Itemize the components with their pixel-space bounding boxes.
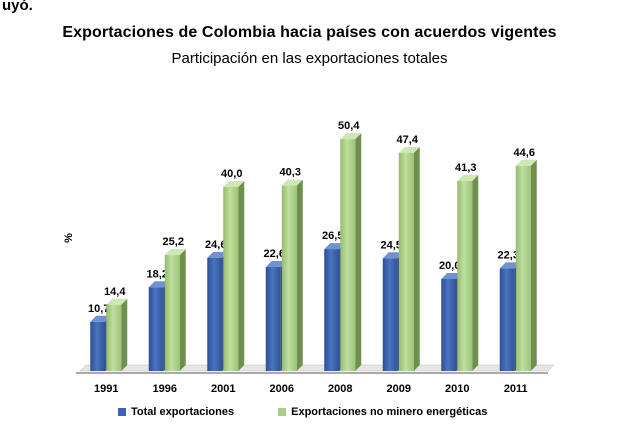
- legend-label-total: Total exportaciones: [131, 406, 235, 418]
- bar-top-no-minero-2009: [398, 146, 420, 153]
- data-label-total-1996: 18,2: [147, 268, 168, 280]
- legend-swatch-no-minero: [278, 408, 287, 416]
- bar-top-no-minero-2010: [457, 175, 479, 182]
- data-label-total-2008: 26,5: [322, 230, 343, 242]
- bar-side-no-minero-1996: [179, 249, 186, 371]
- bar-total-1996: [148, 287, 164, 371]
- bar-total-2010: [441, 279, 457, 371]
- bar-top-total-2010: [441, 273, 463, 279]
- chart-title: Exportaciones de Colombia hacia países c…: [62, 24, 557, 41]
- y-axis-label: %: [63, 233, 75, 243]
- bar-no-minero-2009: [398, 152, 414, 371]
- data-label-no-minero-1996: 25,2: [163, 236, 184, 248]
- bar-total-2009: [382, 258, 398, 371]
- bar-side-no-minero-2006: [296, 179, 303, 371]
- data-label-no-minero-1991: 14,4: [104, 286, 126, 298]
- bar-side-no-minero-1991: [121, 298, 128, 371]
- bar-no-minero-2006: [281, 185, 297, 371]
- bar-top-total-2006: [265, 261, 287, 268]
- x-tick-label-2006: 2006: [270, 383, 294, 395]
- bar-no-minero-2001: [223, 187, 239, 371]
- x-tick-label-2009: 2009: [387, 383, 411, 395]
- bar-no-minero-2008: [340, 139, 356, 371]
- data-label-no-minero-2008: 50,4: [338, 120, 360, 132]
- data-label-no-minero-2009: 47,4: [397, 134, 419, 146]
- chart-subtitle: Participación en las exportaciones total…: [171, 50, 448, 67]
- legend-item-total: Total exportaciones: [118, 406, 234, 418]
- bar-total-2001: [207, 257, 223, 371]
- bar-no-minero-1991: [106, 304, 122, 371]
- bar-top-total-2011: [499, 262, 521, 269]
- x-tick-label-2001: 2001: [211, 383, 235, 395]
- x-tick-label-2008: 2008: [328, 383, 352, 395]
- bar-total-2008: [324, 249, 340, 371]
- cropped-text-fragment: uyó.: [2, 0, 33, 14]
- bar-top-no-minero-1996: [164, 249, 186, 256]
- data-label-total-2006: 22,6: [264, 248, 285, 260]
- bar-top-no-minero-2001: [223, 181, 245, 187]
- legend-item-no-minero: Exportaciones no minero energéticas: [278, 406, 487, 418]
- bar-no-minero-1996: [164, 255, 180, 371]
- bar-top-no-minero-2011: [515, 159, 537, 166]
- data-label-no-minero-2011: 44,6: [514, 147, 535, 159]
- bar-top-total-2008: [324, 243, 346, 250]
- bar-side-no-minero-2009: [413, 146, 420, 371]
- bar-total-2011: [499, 268, 515, 371]
- bar-side-no-minero-2001: [238, 181, 245, 371]
- bar-side-no-minero-2008: [355, 133, 362, 371]
- data-label-total-2010: 20,0: [439, 260, 460, 272]
- data-label-total-2011: 22,3: [498, 249, 519, 261]
- bar-top-total-2001: [207, 251, 229, 258]
- bar-top-no-minero-2006: [281, 179, 303, 186]
- bar-total-1991: [90, 321, 106, 371]
- bar-no-minero-2010: [457, 181, 473, 371]
- bar-top-total-1996: [148, 281, 170, 288]
- data-label-no-minero-2001: 40,0: [221, 168, 242, 180]
- x-tick-label-2010: 2010: [445, 383, 469, 395]
- legend-swatch-total: [118, 408, 126, 416]
- chart-legend: Total exportaciones Exportaciones no min…: [118, 406, 531, 418]
- data-label-no-minero-2010: 41,3: [455, 162, 476, 174]
- data-label-total-1991: 10,7: [88, 303, 109, 315]
- bar-top-total-1991: [90, 315, 112, 322]
- x-tick-label-2011: 2011: [504, 383, 528, 395]
- bar-side-no-minero-2011: [530, 159, 537, 371]
- data-label-total-2001: 24,6: [205, 239, 226, 251]
- bar-top-no-minero-2008: [340, 133, 362, 140]
- x-tick-label-1996: 1996: [153, 383, 177, 395]
- data-label-no-minero-2006: 40,3: [280, 167, 301, 179]
- bar-total-2006: [265, 267, 281, 371]
- bar-top-total-2009: [382, 252, 404, 259]
- bar-side-no-minero-2010: [472, 175, 479, 371]
- data-label-total-2009: 24,5: [381, 239, 402, 251]
- legend-label-no-minero: Exportaciones no minero energéticas: [291, 406, 488, 418]
- x-tick-label-1991: 1991: [94, 383, 118, 395]
- bar-top-no-minero-1991: [106, 298, 128, 305]
- bar-no-minero-2011: [515, 165, 531, 371]
